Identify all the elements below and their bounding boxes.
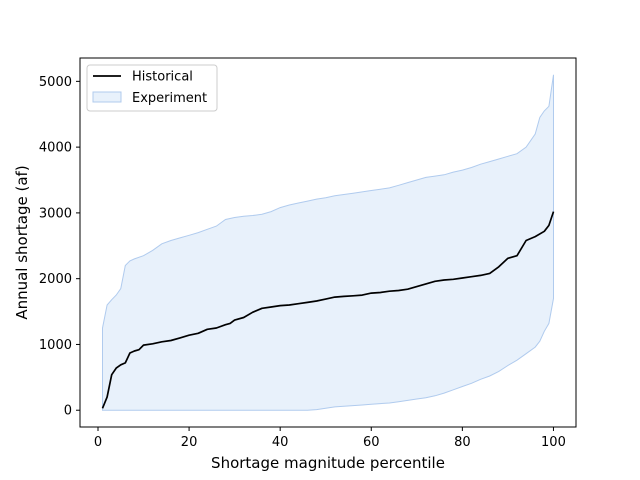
y-axis-label: Annual shortage (af) [13,165,31,319]
x-axis-label: Shortage magnitude percentile [211,454,445,472]
legend-historical-label: Historical [132,70,193,85]
y-tick-label: 0 [64,404,72,419]
y-tick-label: 2000 [39,272,72,287]
legend: Historical Experiment [86,64,218,112]
x-tick-label: 40 [272,435,289,450]
x-tick-label: 80 [454,435,471,450]
x-tick-label: 0 [94,435,102,450]
legend-experiment-label: Experiment [132,91,207,106]
x-tick-label: 60 [363,435,380,450]
y-tick-label: 5000 [39,75,72,90]
y-tick-label: 3000 [39,206,72,221]
experiment-band [102,74,554,411]
y-tick-label: 4000 [39,141,72,156]
historical-line [101,211,555,409]
x-tick-label: 100 [541,435,566,450]
y-tick-label: 1000 [39,338,72,353]
axes-frame [79,57,577,428]
x-tick-label: 20 [181,435,198,450]
legend-experiment-swatch [92,91,122,103]
plot-area [101,74,555,411]
